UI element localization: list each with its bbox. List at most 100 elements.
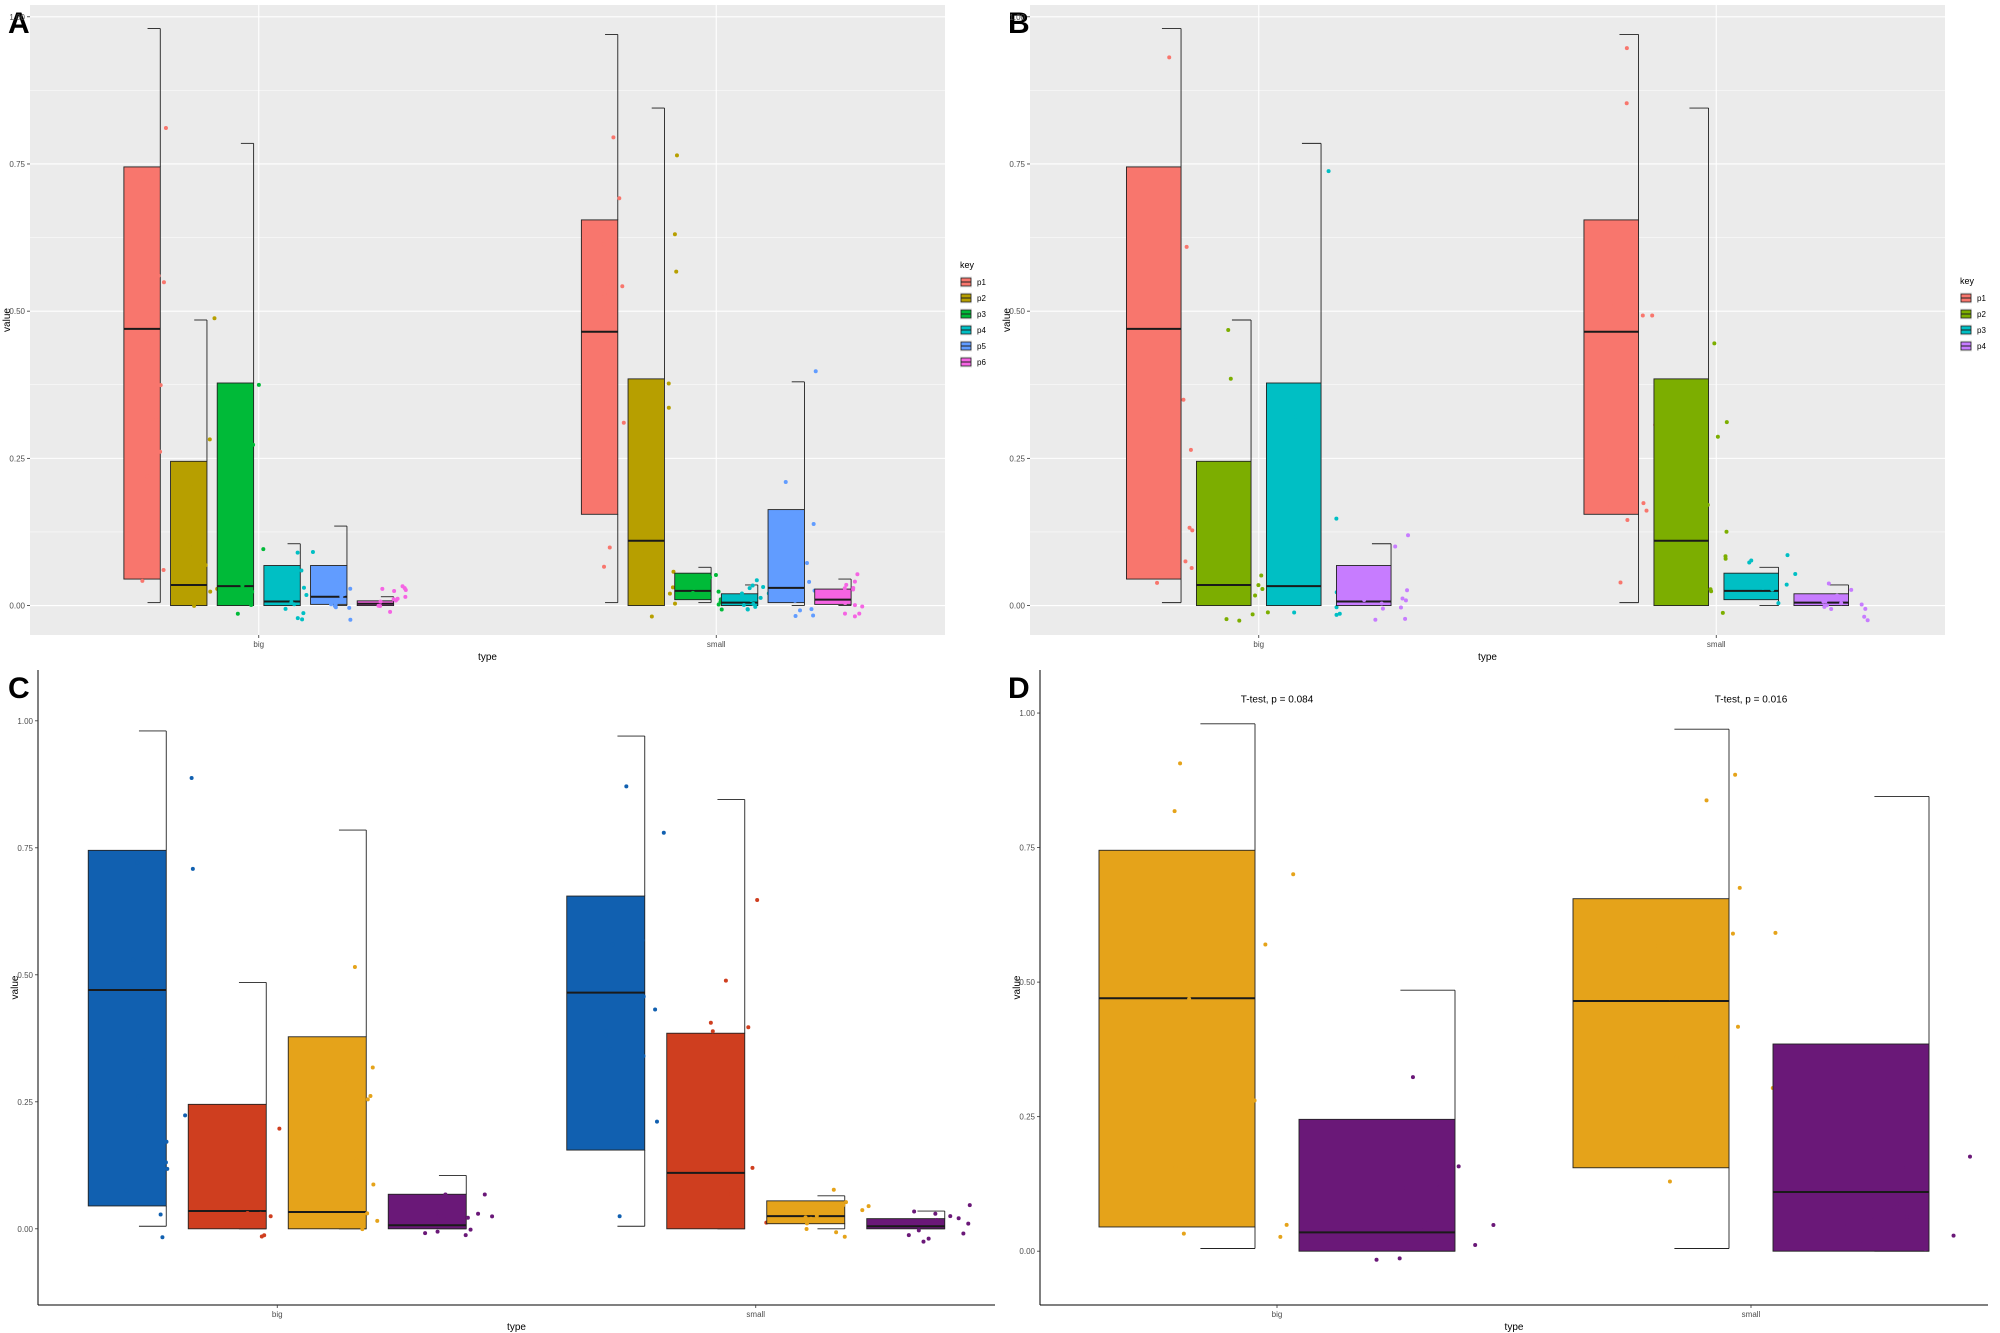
data-point [1181, 397, 1186, 402]
data-point [150, 416, 155, 421]
data-point [378, 599, 383, 604]
box-body [866, 1218, 946, 1230]
data-point [808, 1216, 813, 1221]
y-tick-label: 0.50 [9, 307, 25, 316]
data-point [1284, 1222, 1289, 1227]
data-point [235, 611, 240, 616]
data-point [1667, 1179, 1672, 1184]
data-point [1310, 579, 1315, 584]
box-small-p6 [814, 572, 865, 619]
data-point [611, 135, 616, 140]
data-point [1683, 380, 1688, 385]
data-point [240, 1214, 245, 1219]
data-point [603, 1029, 608, 1034]
data-point [285, 596, 290, 601]
data-point [268, 1214, 273, 1219]
box-big-s1 [87, 730, 195, 1240]
data-point [641, 1054, 646, 1059]
data-point [1824, 603, 1829, 608]
data-point [783, 480, 788, 485]
data-point [277, 1126, 282, 1131]
x-tick-label: big [253, 640, 264, 649]
y-tick-label: 0.25 [17, 1098, 33, 1107]
box-body [387, 1193, 467, 1230]
data-point [966, 1221, 971, 1226]
y-tick-label: 0.75 [9, 160, 25, 169]
data-point [916, 1228, 921, 1233]
legend-label: p5 [977, 342, 986, 351]
data-point [1227, 1000, 1232, 1005]
data-point [804, 1221, 809, 1226]
y-tick-label: 1.00 [1009, 13, 1025, 22]
data-point [1379, 583, 1384, 588]
data-point [624, 784, 629, 789]
data-point [1401, 1186, 1406, 1191]
legend-label: p1 [977, 278, 986, 287]
box-body [170, 460, 208, 607]
y-tick-label: 0.75 [17, 844, 33, 853]
data-point [1607, 456, 1612, 461]
box-body [580, 219, 619, 515]
legend-key-p1: p1 [1960, 292, 1986, 304]
data-point [1375, 587, 1380, 592]
data-point [1398, 605, 1403, 610]
data-point [750, 1165, 755, 1170]
data-point [761, 584, 766, 589]
data-point [793, 614, 798, 619]
data-point [241, 595, 246, 600]
data-point [146, 521, 151, 526]
data-point [160, 1235, 165, 1240]
data-point [158, 449, 163, 454]
data-point [338, 572, 343, 577]
data-point [436, 1214, 441, 1219]
data-point [1425, 1217, 1430, 1222]
x-tick-label: small [707, 640, 726, 649]
data-point [200, 591, 205, 596]
data-point [967, 1203, 972, 1208]
data-point [673, 601, 678, 606]
data-point [1608, 503, 1613, 508]
data-point [1905, 1215, 1910, 1220]
data-point [1885, 1077, 1890, 1082]
box-small-p4 [720, 578, 771, 612]
data-point [605, 281, 610, 286]
ttest-annotation: T-test, p = 0.016 [1715, 694, 1788, 705]
data-point [855, 572, 860, 577]
data-point [1418, 1226, 1423, 1231]
data-point [1302, 544, 1307, 549]
legend-key-p4: p4 [1960, 340, 1986, 352]
data-point [934, 1218, 939, 1223]
data-point [1190, 528, 1195, 533]
data-point [1403, 616, 1408, 621]
data-point [860, 1208, 865, 1213]
data-point [360, 1227, 365, 1232]
data-point [1826, 581, 1831, 586]
x-tick-label: big [1272, 1310, 1283, 1319]
y-tick-label: 0.00 [1009, 602, 1025, 611]
panel-letter: B [1008, 7, 1030, 40]
data-point [1265, 610, 1270, 615]
data-point [240, 583, 245, 588]
data-point [906, 1233, 911, 1238]
y-tick-label: 0.50 [17, 971, 33, 980]
panel-a: A 0.00 0.25 0.50 0.75 1.00 big small type value ke… [2, 5, 986, 663]
panel-d: D 0.00 0.25 0.50 0.75 1.00 big small type value T-… [1008, 670, 1988, 1333]
data-point [1674, 1055, 1679, 1060]
data-point [347, 605, 352, 610]
data-point [1624, 101, 1629, 106]
y-tick-label: 1.00 [17, 717, 33, 726]
data-point [921, 1239, 926, 1244]
data-point [1773, 930, 1778, 935]
data-point [1149, 417, 1154, 422]
data-point [164, 1139, 169, 1144]
y-tick-label: 0.25 [9, 454, 25, 463]
data-point [203, 563, 208, 568]
data-point [146, 341, 151, 346]
data-point [1859, 602, 1864, 607]
box-small-p1 [580, 33, 626, 604]
box-body [720, 593, 759, 607]
data-point [1380, 606, 1385, 611]
data-point [161, 280, 166, 285]
data-point [1259, 573, 1264, 578]
box-body [1265, 382, 1322, 607]
